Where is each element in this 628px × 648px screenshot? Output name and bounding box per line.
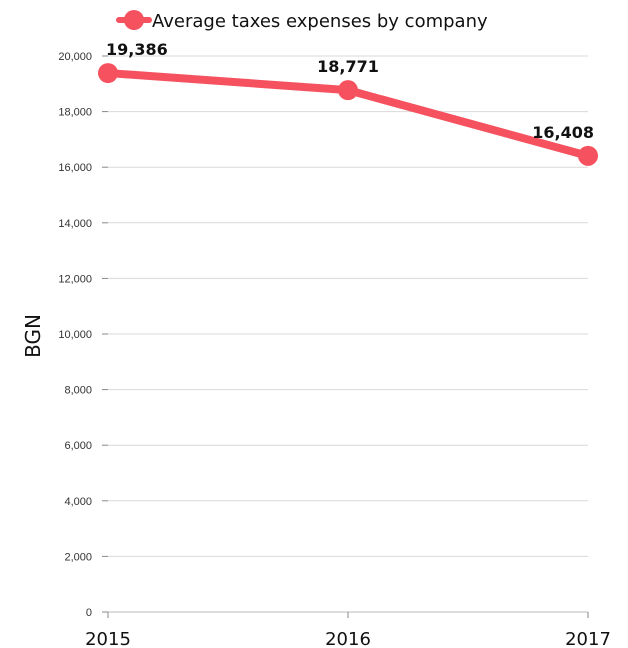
- y-tick-label: 8,000: [64, 385, 92, 397]
- y-tick-label: 18,000: [58, 107, 92, 119]
- data-point: [578, 145, 598, 166]
- y-tick-label: 0: [86, 607, 92, 619]
- x-tick-label: 2015: [85, 629, 131, 648]
- y-tick-label: 4,000: [64, 496, 92, 508]
- y-axis-label: BGN: [21, 314, 45, 358]
- y-tick-label: 2,000: [64, 551, 92, 563]
- y-tick-label: 14,000: [58, 218, 92, 230]
- data-label: 16,408: [532, 123, 594, 142]
- y-tick-label: 12,000: [58, 273, 92, 285]
- y-tick-label: 10,000: [58, 329, 92, 341]
- legend-entry-label: Average taxes expenses by company: [152, 11, 488, 32]
- x-axis: 2015 2016 2017: [85, 611, 611, 648]
- y-tick-label: 6,000: [64, 440, 92, 452]
- data-point: [98, 63, 118, 84]
- y-axis-ticks: 0 2,000 4,000 6,000 8,000 10,000 12,000 14,000 1…: [58, 51, 108, 619]
- x-tick-label: 2016: [325, 629, 371, 648]
- y-tick-label: 16,000: [58, 162, 92, 174]
- data-point: [338, 80, 358, 101]
- x-tick-label: 2017: [565, 629, 611, 648]
- data-label: 19,386: [106, 40, 168, 59]
- y-tick-label: 20,000: [58, 51, 92, 63]
- legend-marker: [116, 10, 152, 30]
- series-line-group: 19,386 18,771 16,408: [98, 40, 598, 166]
- legend: Average taxes expenses by company: [116, 10, 488, 32]
- data-label: 18,771: [317, 57, 379, 76]
